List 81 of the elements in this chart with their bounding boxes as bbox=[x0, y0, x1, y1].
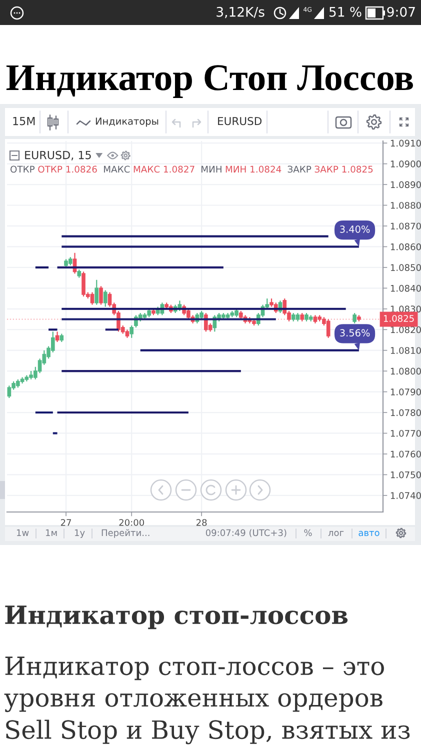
x-tick-label: 20:00 bbox=[119, 519, 144, 526]
text: EURUSD bbox=[218, 116, 262, 126]
text: Индикаторы bbox=[96, 118, 158, 127]
text: 3,12K/s bbox=[216, 6, 264, 18]
y-tick-label: 1.0870 bbox=[390, 222, 421, 230]
annotation: ОТКР bbox=[10, 166, 35, 173]
candlestick bbox=[60, 333, 64, 343]
text: 15M bbox=[13, 116, 35, 126]
y-tick-label: 1.0780 bbox=[390, 409, 421, 416]
text: Индикатор стоп-лоссов bbox=[5, 606, 348, 630]
y-tick-label: 1.0810 bbox=[390, 347, 421, 354]
text: Перейти... bbox=[102, 529, 150, 538]
text: 1w bbox=[16, 529, 29, 536]
text: 9:07 bbox=[387, 6, 415, 17]
y-tick-label: 1.0740 bbox=[390, 492, 421, 499]
y-tick-label: 1.0800 bbox=[390, 368, 421, 375]
annotation: ЗАКР bbox=[288, 166, 312, 173]
annotation: 3.40% bbox=[340, 226, 370, 233]
text: лог bbox=[328, 530, 344, 536]
candlestick bbox=[313, 314, 318, 324]
text: 1м bbox=[46, 529, 57, 536]
candlestick bbox=[68, 256, 72, 266]
candlestick bbox=[300, 312, 304, 322]
y-tick-label: 1.0770 bbox=[390, 430, 421, 437]
candlestick bbox=[103, 290, 108, 308]
x-tick-label: 27 bbox=[60, 519, 71, 526]
candlestick bbox=[352, 312, 356, 324]
y-tick-label: 1.0900 bbox=[390, 160, 421, 168]
annotation: МАКС bbox=[104, 166, 130, 173]
text: уровня отложенных ордеров bbox=[4, 693, 382, 712]
annotation: МИН 1.0824 bbox=[226, 166, 282, 173]
y-tick-label: 1.0790 bbox=[390, 388, 421, 396]
text: авто bbox=[358, 530, 380, 536]
y-tick-label: 1.0880 bbox=[390, 202, 421, 209]
candlestick bbox=[291, 312, 296, 322]
y-tick-label: 1.0760 bbox=[390, 450, 421, 458]
chart-title: Индикатор Стоп Лоссов bbox=[6, 65, 413, 98]
y-tick-label: 1.0850 bbox=[390, 264, 421, 271]
y-tick-label: 1.0910 bbox=[390, 140, 421, 147]
candlestick bbox=[77, 268, 82, 278]
y-tick-label: 1.0890 bbox=[390, 181, 421, 188]
text: 09:07:49 (UTC+3) bbox=[206, 529, 286, 538]
candlestick bbox=[7, 385, 12, 399]
candlestick bbox=[125, 329, 130, 338]
annotation: 3.56% bbox=[340, 329, 370, 336]
candlestick bbox=[226, 312, 230, 320]
candlestick bbox=[24, 374, 29, 382]
candlestick bbox=[142, 312, 147, 320]
candlestick bbox=[55, 331, 60, 343]
candlestick bbox=[318, 314, 322, 322]
candlestick bbox=[147, 308, 152, 318]
text: 1y bbox=[74, 529, 85, 538]
candlestick bbox=[326, 318, 330, 338]
y-tick-label: 1.0840 bbox=[390, 284, 421, 292]
candlestick bbox=[234, 308, 238, 318]
annotation: МАКС 1.0827 bbox=[134, 166, 194, 173]
candlestick bbox=[238, 310, 243, 320]
text: % bbox=[304, 529, 312, 536]
candlestick bbox=[94, 279, 99, 306]
y-tick-label: 1.0820 bbox=[390, 326, 421, 334]
y-tick-label: 1.0860 bbox=[390, 243, 421, 250]
text: EURUSD, 15 bbox=[25, 150, 91, 160]
text: Индикатор стоп-лоссов – это bbox=[5, 656, 384, 680]
candlestick bbox=[130, 324, 134, 338]
candlestick bbox=[200, 310, 204, 320]
y-tick-label: 1.0750 bbox=[390, 471, 421, 478]
candlestick bbox=[230, 310, 234, 318]
candlestick bbox=[308, 314, 313, 322]
text: 51 % bbox=[330, 6, 362, 17]
annotation: МИН bbox=[202, 166, 222, 173]
candlestick bbox=[99, 286, 103, 306]
ref-line-label: 1.0825 bbox=[384, 315, 414, 322]
annotation: ОТКР 1.0826 bbox=[38, 166, 97, 173]
candlestick bbox=[296, 312, 300, 322]
candlestick bbox=[90, 292, 94, 306]
candlestick bbox=[20, 376, 24, 384]
annotation: ЗАКР 1.0825 bbox=[314, 166, 373, 173]
candlestick bbox=[357, 314, 361, 322]
x-tick-label: 28 bbox=[196, 519, 207, 526]
text: Sell Stop и Buy Stop, взятых из bbox=[6, 720, 410, 744]
candlestick bbox=[152, 308, 156, 316]
